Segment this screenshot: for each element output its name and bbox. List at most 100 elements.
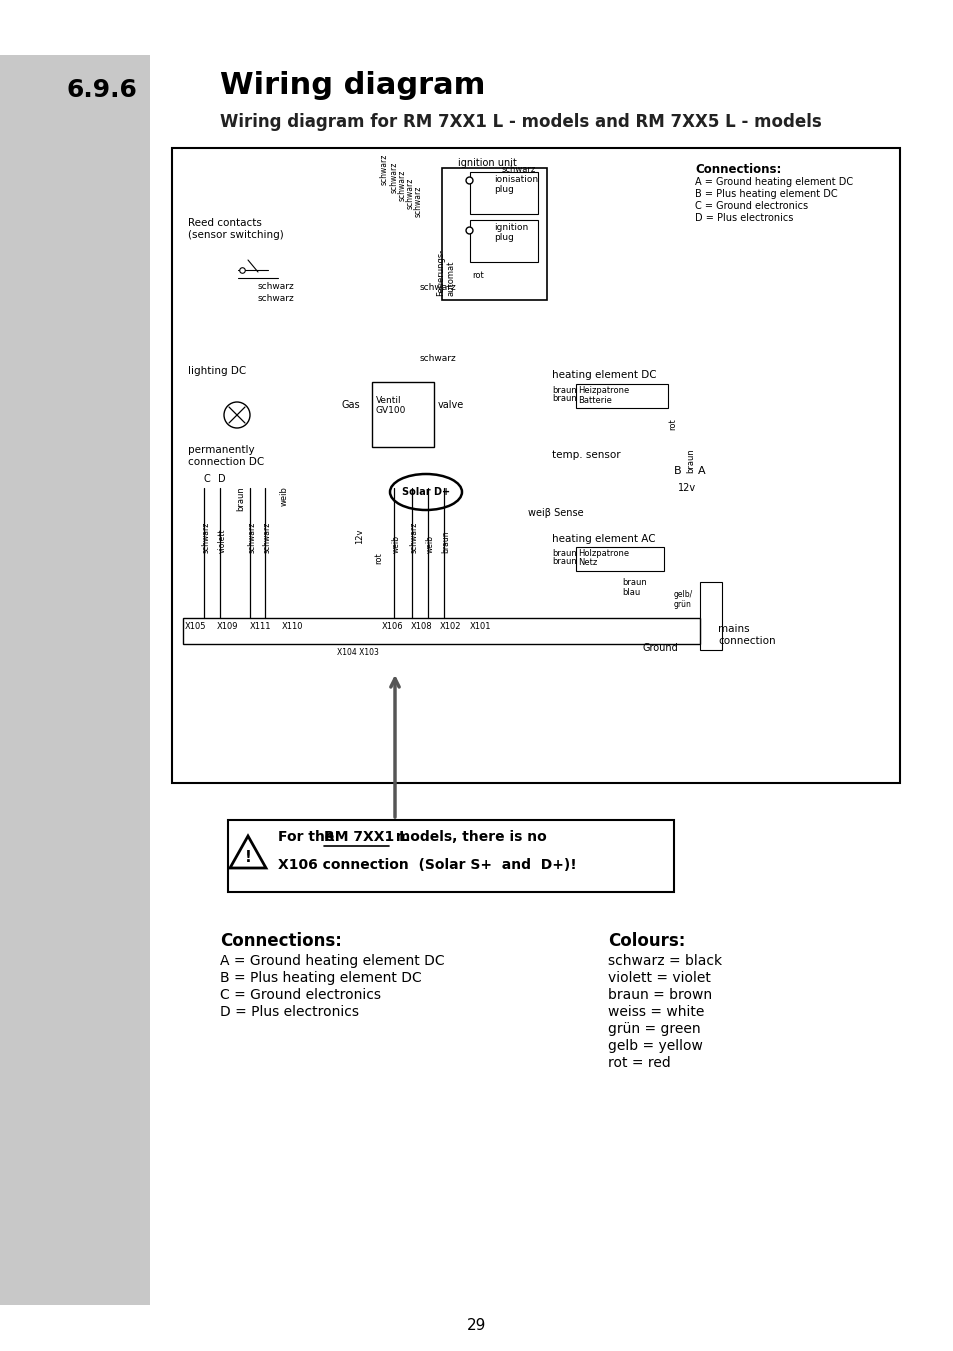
Text: braun: braun	[235, 486, 245, 511]
Text: Netz: Netz	[578, 558, 597, 567]
Text: A: A	[698, 466, 705, 476]
Text: braun: braun	[552, 549, 577, 558]
Text: permanently: permanently	[188, 444, 254, 455]
Text: schwarz: schwarz	[501, 165, 536, 174]
Text: 29: 29	[467, 1319, 486, 1333]
Text: Connections:: Connections:	[220, 932, 341, 950]
Text: ignition
plug: ignition plug	[494, 223, 528, 242]
Text: rot: rot	[374, 553, 382, 563]
Text: Reed contacts: Reed contacts	[188, 218, 262, 228]
Text: A = Ground heating element DC: A = Ground heating element DC	[695, 177, 852, 186]
Text: C = Ground electronics: C = Ground electronics	[220, 988, 380, 1002]
Text: X109: X109	[217, 621, 238, 631]
Text: rot: rot	[472, 272, 483, 280]
Text: schwarz: schwarz	[419, 354, 456, 363]
Text: schwarz: schwarz	[390, 162, 398, 193]
Text: braun: braun	[621, 578, 646, 586]
Bar	[470, 220, 537, 262]
Text: RM 7XX1 L: RM 7XX1 L	[324, 830, 408, 844]
Bar	[183, 617, 700, 644]
Text: 12v: 12v	[678, 484, 696, 493]
Bar	[470, 172, 537, 213]
Text: X111: X111	[250, 621, 272, 631]
Bar	[0, 55, 150, 1305]
Text: !: !	[244, 851, 252, 866]
Text: violett = violet: violett = violet	[607, 971, 710, 985]
Text: B: B	[673, 466, 680, 476]
Text: D: D	[218, 474, 226, 484]
Text: mains: mains	[718, 624, 749, 634]
Text: braun: braun	[441, 531, 450, 553]
Text: gelb = yellow: gelb = yellow	[607, 1039, 702, 1052]
Text: (sensor switching): (sensor switching)	[188, 230, 283, 240]
Text: A = Ground heating element DC: A = Ground heating element DC	[220, 954, 444, 969]
Text: heating element DC: heating element DC	[552, 370, 656, 380]
Text: X101: X101	[470, 621, 491, 631]
Bar	[172, 149, 899, 784]
Text: Holzpatrone: Holzpatrone	[578, 549, 628, 558]
Text: X108: X108	[411, 621, 433, 631]
Text: braun: braun	[552, 386, 577, 394]
Text: Solar D+: Solar D+	[401, 486, 450, 497]
Text: 12v: 12v	[355, 528, 364, 543]
Text: rot = red: rot = red	[607, 1056, 670, 1070]
Text: Connections:: Connections:	[695, 163, 781, 176]
Text: C: C	[203, 474, 211, 484]
Text: schwarz: schwarz	[414, 185, 422, 218]
Text: temp. sensor: temp. sensor	[552, 450, 620, 459]
Bar	[441, 168, 546, 300]
Text: lighting DC: lighting DC	[188, 366, 246, 376]
Text: 6.9.6: 6.9.6	[67, 78, 137, 101]
Text: X102: X102	[439, 621, 461, 631]
Text: violett: violett	[217, 528, 226, 553]
Text: X104 X103: X104 X103	[336, 648, 378, 657]
Text: heating element AC: heating element AC	[552, 534, 655, 544]
Text: schwarz: schwarz	[257, 282, 294, 290]
Text: weiβ Sense: weiβ Sense	[527, 508, 583, 517]
Text: Gas: Gas	[341, 400, 360, 409]
Text: Wiring diagram: Wiring diagram	[220, 70, 485, 100]
Bar	[372, 382, 434, 447]
Text: Ground: Ground	[642, 643, 678, 653]
Bar	[576, 384, 667, 408]
Text: Colours:: Colours:	[607, 932, 684, 950]
Text: weiss = white: weiss = white	[607, 1005, 703, 1019]
Text: schwarz: schwarz	[406, 177, 415, 209]
Text: schwarz: schwarz	[201, 521, 211, 553]
Text: schwarz: schwarz	[247, 521, 256, 553]
Text: X106: X106	[382, 621, 403, 631]
Text: connection: connection	[718, 636, 775, 646]
Text: blau: blau	[621, 588, 639, 597]
Text: X110: X110	[282, 621, 303, 631]
Text: gelb/
grün: gelb/ grün	[673, 590, 693, 609]
Bar	[228, 820, 673, 892]
Text: schwarz: schwarz	[419, 282, 456, 292]
Text: weib: weib	[280, 486, 289, 505]
Text: B = Plus heating element DC: B = Plus heating element DC	[220, 971, 421, 985]
Text: models, there is no: models, there is no	[391, 830, 546, 844]
Text: weib: weib	[425, 535, 434, 553]
Text: valve: valve	[437, 400, 464, 409]
Text: braun = brown: braun = brown	[607, 988, 711, 1002]
Text: C = Ground electronics: C = Ground electronics	[695, 201, 807, 211]
Text: braun: braun	[552, 557, 577, 566]
Text: Feuerungs-
automat: Feuerungs- automat	[436, 249, 456, 296]
Text: schwarz: schwarz	[397, 170, 407, 201]
Text: Batterie: Batterie	[578, 396, 611, 405]
Text: weib: weib	[391, 535, 400, 553]
Text: schwarz: schwarz	[409, 521, 418, 553]
Text: connection DC: connection DC	[188, 457, 264, 467]
Text: Ventil
GV100: Ventil GV100	[375, 396, 406, 415]
Bar	[700, 582, 721, 650]
Text: braun: braun	[685, 449, 695, 473]
Text: X105: X105	[185, 621, 207, 631]
Text: B = Plus heating element DC: B = Plus heating element DC	[695, 189, 837, 199]
Text: schwarz: schwarz	[262, 521, 272, 553]
Text: grün = green: grün = green	[607, 1021, 700, 1036]
Text: schwarz = black: schwarz = black	[607, 954, 721, 969]
Text: Wiring diagram for RM 7XX1 L - models and RM 7XX5 L - models: Wiring diagram for RM 7XX1 L - models an…	[220, 113, 821, 131]
Text: schwarz: schwarz	[379, 154, 389, 185]
Text: Heizpatrone: Heizpatrone	[578, 386, 629, 394]
Text: ionisation
plug: ionisation plug	[494, 176, 537, 195]
Text: ignition unit: ignition unit	[457, 158, 517, 168]
